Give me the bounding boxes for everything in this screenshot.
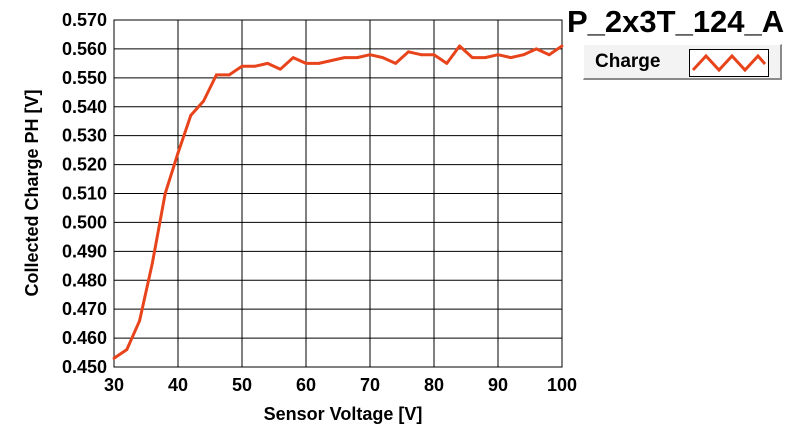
data-point [189, 114, 193, 117]
y-tick-label: 0.480 [62, 270, 107, 290]
data-point [215, 73, 218, 77]
data-point [496, 53, 500, 57]
y-tick-label: 0.560 [62, 39, 107, 59]
x-tick-label: 60 [296, 375, 316, 395]
data-point [419, 53, 423, 57]
data-point [560, 44, 564, 48]
data-point [291, 56, 295, 59]
data-point [112, 356, 116, 360]
y-tick-label: 0.550 [62, 68, 107, 88]
data-point [240, 64, 244, 68]
x-tick-label: 90 [488, 375, 508, 395]
chart-title: P_2x3T_124_A [567, 4, 785, 39]
data-point [522, 53, 525, 57]
data-point [432, 53, 436, 57]
data-point [304, 61, 308, 65]
data-point [509, 56, 513, 59]
data-point [317, 61, 321, 65]
data-point [151, 261, 154, 265]
data-point [547, 53, 551, 57]
data-point [535, 47, 538, 51]
x-tick-label: 30 [104, 375, 124, 395]
data-point [253, 64, 257, 68]
x-axis-title: Sensor Voltage [V] [264, 404, 423, 424]
data-point [266, 61, 269, 65]
y-axis-title: Collected Charge PH [V] [22, 89, 42, 296]
grid [113, 19, 563, 368]
data-point [176, 151, 180, 155]
y-tick-label: 0.460 [62, 328, 107, 348]
data-point [483, 56, 487, 59]
data-point [330, 59, 333, 62]
data-point [381, 56, 385, 59]
y-tick-label: 0.510 [62, 184, 107, 204]
data-point [407, 50, 410, 54]
y-tick-labels: 0.450 0.460 0.470 0.480 0.490 0.500 0.510 0.520… [62, 10, 107, 377]
y-tick-label: 0.470 [62, 299, 107, 319]
data-point [202, 99, 206, 103]
data-point [355, 56, 359, 59]
x-tick-labels: 30 40 50 60 70 80 90 100 [104, 375, 577, 395]
y-tick-label: 0.540 [62, 97, 107, 117]
data-point [163, 192, 167, 195]
series-layer [112, 44, 564, 360]
y-tick-label: 0.570 [62, 10, 107, 30]
x-tick-label: 70 [360, 375, 380, 395]
series-line-charge [113, 44, 563, 360]
data-point [368, 53, 372, 57]
x-tick-label: 80 [424, 375, 444, 395]
data-point [138, 319, 142, 323]
legend-swatch-icon [689, 49, 769, 77]
data-point [445, 61, 449, 65]
y-tick-label: 0.490 [62, 241, 107, 261]
data-point [227, 73, 231, 77]
y-tick-label: 0.500 [62, 212, 107, 232]
y-tick-label: 0.530 [62, 126, 107, 146]
data-point [471, 56, 474, 59]
x-tick-label: 50 [232, 375, 252, 395]
data-point [343, 56, 346, 59]
y-tick-label: 0.450 [62, 357, 107, 377]
x-tick-label: 100 [547, 375, 577, 395]
data-point [279, 67, 282, 71]
y-tick-label: 0.520 [62, 155, 107, 175]
legend: Charge [583, 44, 782, 80]
data-point [394, 61, 397, 65]
data-point [458, 44, 461, 48]
x-tick-label: 40 [168, 375, 188, 395]
data-point [125, 348, 129, 352]
legend-label: Charge [595, 51, 661, 72]
